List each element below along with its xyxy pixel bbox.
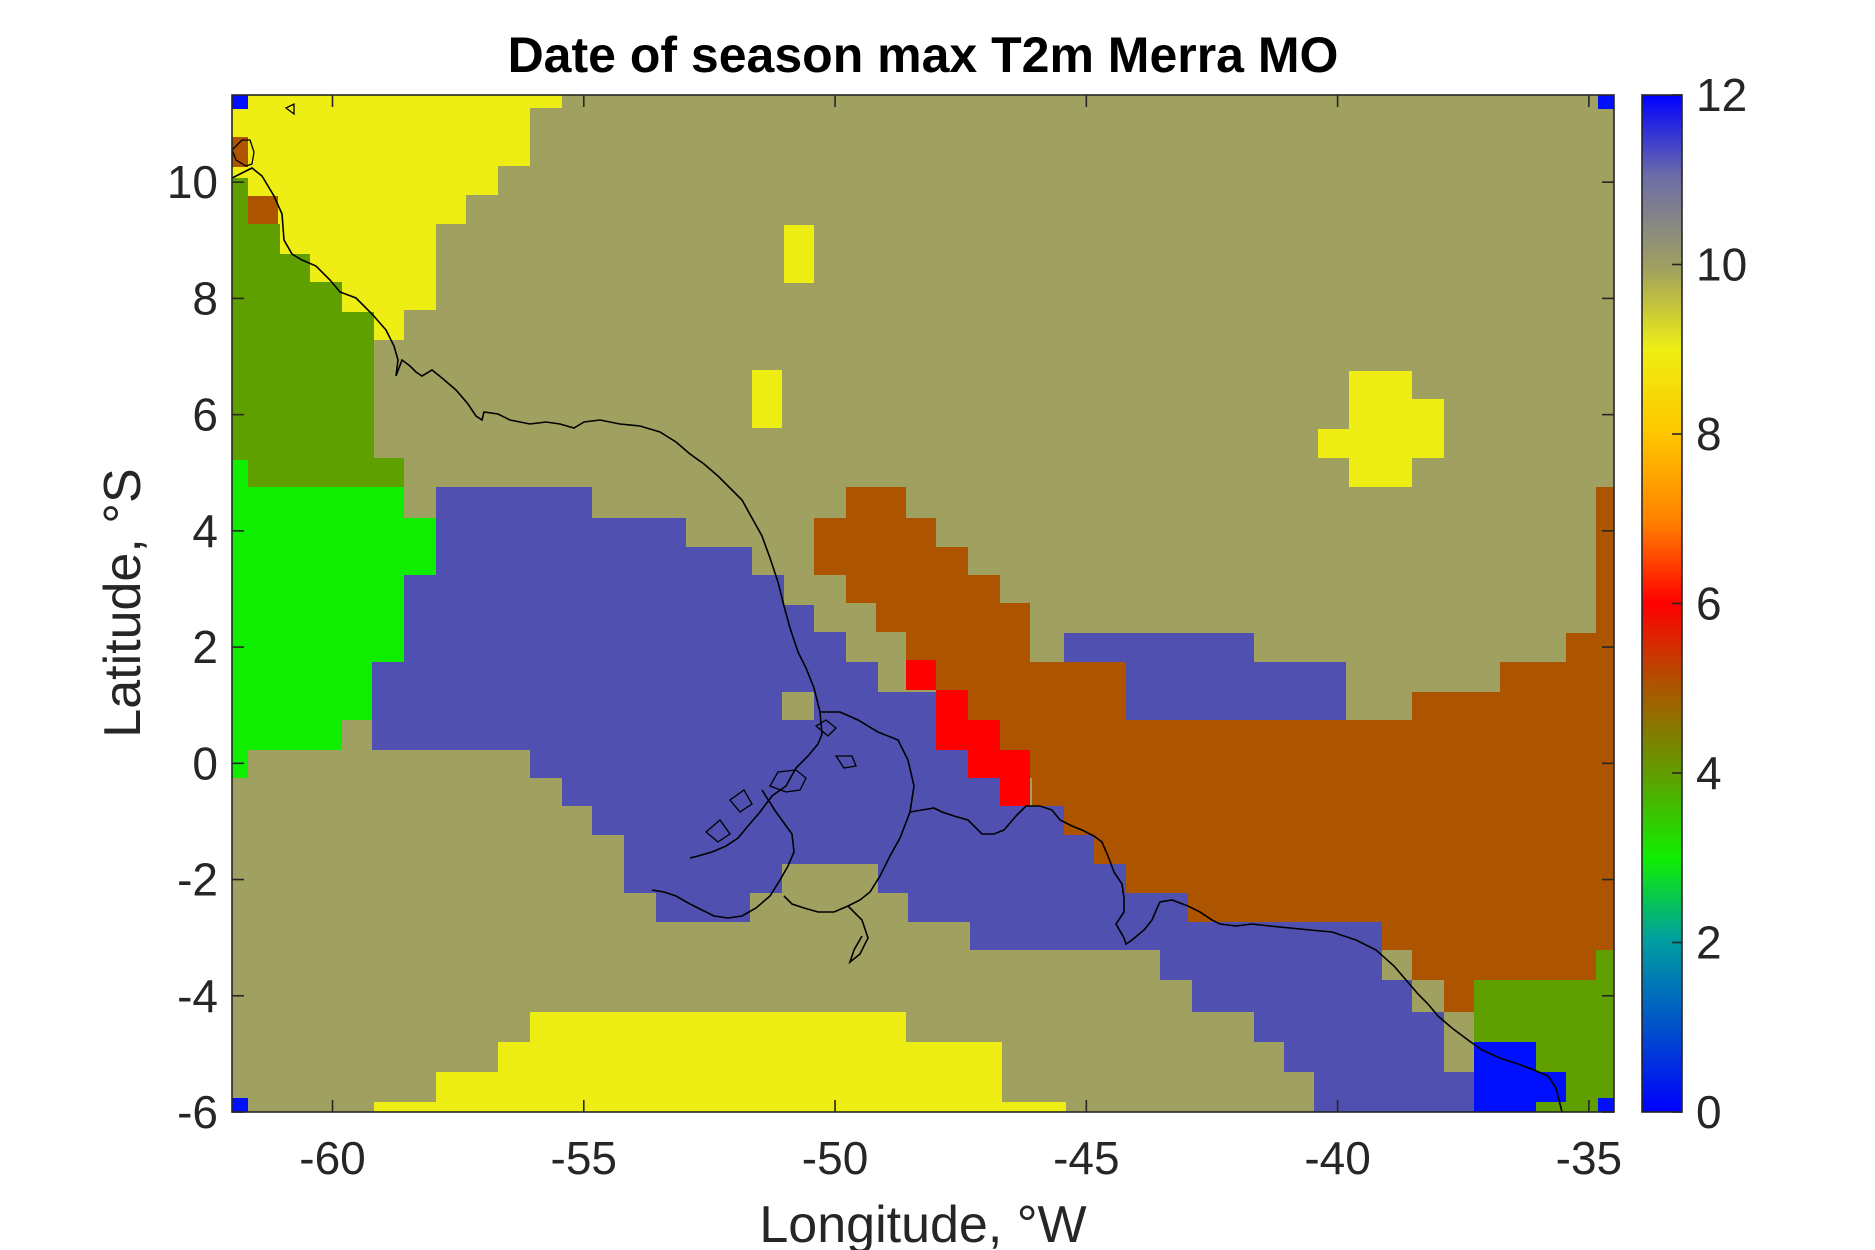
- y-tick-label: -2: [177, 854, 218, 906]
- region-yellow-east: [1318, 371, 1444, 487]
- region-blue-southeast: [1474, 1042, 1566, 1112]
- y-tick-label: 2: [192, 621, 218, 673]
- region-brown-nw-2: [248, 196, 278, 224]
- coastline-islands: [232, 102, 857, 843]
- y-tick-label: 4: [192, 505, 218, 557]
- region-bright-green-west: [232, 460, 436, 778]
- colorbar-tick-label: 10: [1696, 239, 1747, 291]
- region-brown-band: [814, 487, 1614, 1012]
- region-olive-green-west: [232, 178, 404, 487]
- colorbar-tick-label: 2: [1696, 917, 1722, 969]
- region-yellow-patch-2: [752, 370, 782, 428]
- x-tick-label: -40: [1304, 1132, 1370, 1184]
- y-axis-label: Latitude, °S: [94, 468, 152, 737]
- x-axis: -60 -55 -50 -45 -40 -35: [299, 95, 1622, 1184]
- x-tick-label: -35: [1556, 1132, 1622, 1184]
- y-tick-label: 8: [192, 272, 218, 324]
- x-tick-label: -45: [1053, 1132, 1119, 1184]
- corner-cell-sw: [232, 1098, 248, 1112]
- colorbar-tick-label: 12: [1696, 69, 1747, 121]
- region-yellow-patch-1: [784, 225, 814, 283]
- y-tick-label: -6: [177, 1086, 218, 1138]
- region-yellow-south: [374, 1012, 1066, 1112]
- x-tick-label: -50: [802, 1132, 868, 1184]
- region-slate-blue-main: [372, 487, 1474, 1112]
- colorbar-tick-label: 4: [1696, 747, 1722, 799]
- region-red: [906, 660, 1030, 806]
- colorbar-tick-label: 0: [1696, 1086, 1722, 1138]
- coastline: [232, 167, 1563, 1112]
- chart-title: Date of season max T2m Merra MO: [508, 27, 1339, 83]
- corner-cell-ne: [1598, 95, 1614, 109]
- colorbar-tick-label: 8: [1696, 408, 1722, 460]
- corner-cell-se: [1598, 1098, 1614, 1112]
- x-tick-label: -60: [299, 1132, 365, 1184]
- y-tick-label: 10: [167, 156, 218, 208]
- region-yellow-northwest: [232, 95, 562, 340]
- x-axis-label: Longitude, °W: [759, 1196, 1086, 1250]
- plot-area: [232, 95, 1614, 1112]
- y-tick-label: 6: [192, 389, 218, 441]
- colorbar-tick-label: 6: [1696, 578, 1722, 630]
- corner-cell-nw: [232, 95, 248, 109]
- colorbar-ticks: 0 2 4 6 8 10 12: [1672, 69, 1747, 1138]
- y-tick-label: -4: [177, 970, 218, 1022]
- y-axis: -6 -4 -2 0 2 4 6 8 10: [167, 156, 1614, 1138]
- y-tick-label: 0: [192, 737, 218, 789]
- axes-frame: [231, 94, 1615, 1113]
- region-slate-blue-upper: [1064, 633, 1346, 720]
- x-tick-label: -55: [551, 1132, 617, 1184]
